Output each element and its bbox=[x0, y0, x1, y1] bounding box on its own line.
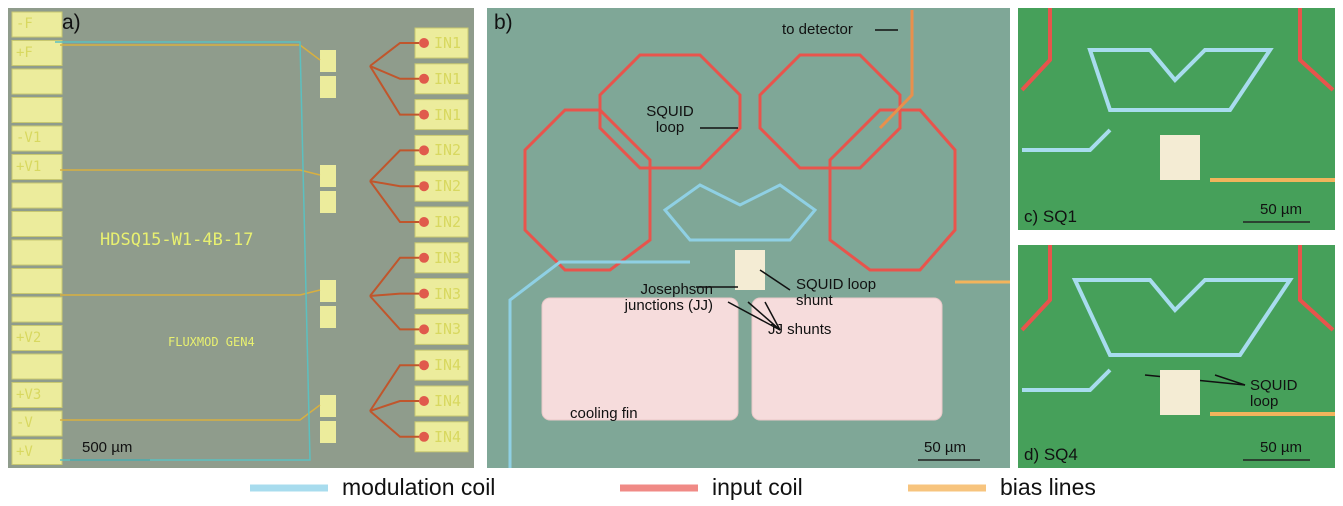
legend-label: modulation coil bbox=[342, 474, 495, 501]
squid-chip bbox=[320, 165, 336, 187]
annotation: to detector bbox=[782, 22, 853, 38]
pad-label: +V2 bbox=[16, 330, 41, 346]
squid-pad bbox=[1160, 370, 1200, 415]
pad-label: IN3 bbox=[434, 285, 461, 303]
pad-label: IN1 bbox=[434, 106, 461, 124]
pad-label: -V bbox=[16, 415, 33, 431]
bond-dot bbox=[419, 432, 429, 442]
chip-id: HDSQ15-W1-4B-17 bbox=[100, 232, 254, 250]
annotation: SQUID loop bbox=[1250, 378, 1310, 410]
panel-label: d) SQ4 bbox=[1024, 446, 1078, 464]
bond-dot bbox=[419, 110, 429, 120]
pad-label: IN4 bbox=[434, 428, 461, 446]
squid-chip bbox=[320, 306, 336, 328]
bond-pad bbox=[12, 183, 62, 208]
pad-label: IN4 bbox=[434, 356, 461, 374]
panel-label: a) bbox=[62, 12, 81, 34]
pad-label: -V1 bbox=[16, 130, 41, 146]
squid-chip bbox=[320, 76, 336, 98]
pad-label: +V bbox=[16, 444, 33, 460]
bond-dot bbox=[419, 360, 429, 370]
squid-chip bbox=[320, 191, 336, 213]
pad-label: IN3 bbox=[434, 249, 461, 267]
squid-chip bbox=[320, 421, 336, 443]
bond-pad bbox=[12, 212, 62, 237]
bond-pad bbox=[12, 297, 62, 322]
page: a) HDSQ15-W1-4B-17 FLUXMOD GEN4 500 µm b… bbox=[0, 0, 1343, 506]
bond-dot bbox=[419, 324, 429, 334]
pad-label: IN3 bbox=[434, 320, 461, 338]
scale-label: 50 µm bbox=[924, 440, 966, 456]
chip-name: FLUXMOD GEN4 bbox=[168, 336, 255, 349]
cooling-fin bbox=[542, 298, 738, 420]
pad-label: +V1 bbox=[16, 159, 41, 175]
bond-pad bbox=[12, 69, 62, 94]
squid-chip bbox=[320, 280, 336, 302]
pad-label: IN2 bbox=[434, 141, 461, 159]
legend-label: bias lines bbox=[1000, 474, 1096, 501]
annotation: JJ shunts bbox=[768, 322, 831, 338]
bond-pad bbox=[12, 98, 62, 123]
cooling-fin bbox=[752, 298, 942, 420]
pad-label: IN1 bbox=[434, 70, 461, 88]
annotation: SQUID loop shunt bbox=[796, 277, 886, 309]
bond-dot bbox=[419, 38, 429, 48]
annotation: cooling fin bbox=[570, 406, 638, 422]
squid-pad bbox=[1160, 135, 1200, 180]
pad-label: IN1 bbox=[434, 34, 461, 52]
bond-pad bbox=[12, 240, 62, 265]
scale-label: 50 µm bbox=[1260, 202, 1302, 218]
pad-label: +V3 bbox=[16, 387, 41, 403]
squid-chip bbox=[320, 50, 336, 72]
pad-label: IN2 bbox=[434, 213, 461, 231]
bond-dot bbox=[419, 289, 429, 299]
pad-label: -F bbox=[16, 16, 33, 32]
bond-dot bbox=[419, 217, 429, 227]
panel-c-image bbox=[1018, 8, 1335, 230]
bond-dot bbox=[419, 145, 429, 155]
figure bbox=[0, 0, 1343, 506]
bond-dot bbox=[419, 396, 429, 406]
legend-label: input coil bbox=[712, 474, 803, 501]
bond-pad bbox=[12, 354, 62, 379]
panel-label: b) bbox=[494, 12, 513, 34]
pad-label: +F bbox=[16, 45, 33, 61]
annotation: Josephson junctions (JJ) bbox=[608, 282, 713, 314]
bond-dot bbox=[419, 181, 429, 191]
annotation: SQUID loop bbox=[640, 104, 700, 136]
bond-pad bbox=[12, 269, 62, 294]
pad-label: IN2 bbox=[434, 177, 461, 195]
bond-dot bbox=[419, 253, 429, 263]
scale-label: 50 µm bbox=[1260, 440, 1302, 456]
scale-label: 500 µm bbox=[82, 440, 132, 456]
pad-label: IN4 bbox=[434, 392, 461, 410]
bond-dot bbox=[419, 74, 429, 84]
squid-chip bbox=[320, 395, 336, 417]
panel-label: c) SQ1 bbox=[1024, 208, 1077, 226]
